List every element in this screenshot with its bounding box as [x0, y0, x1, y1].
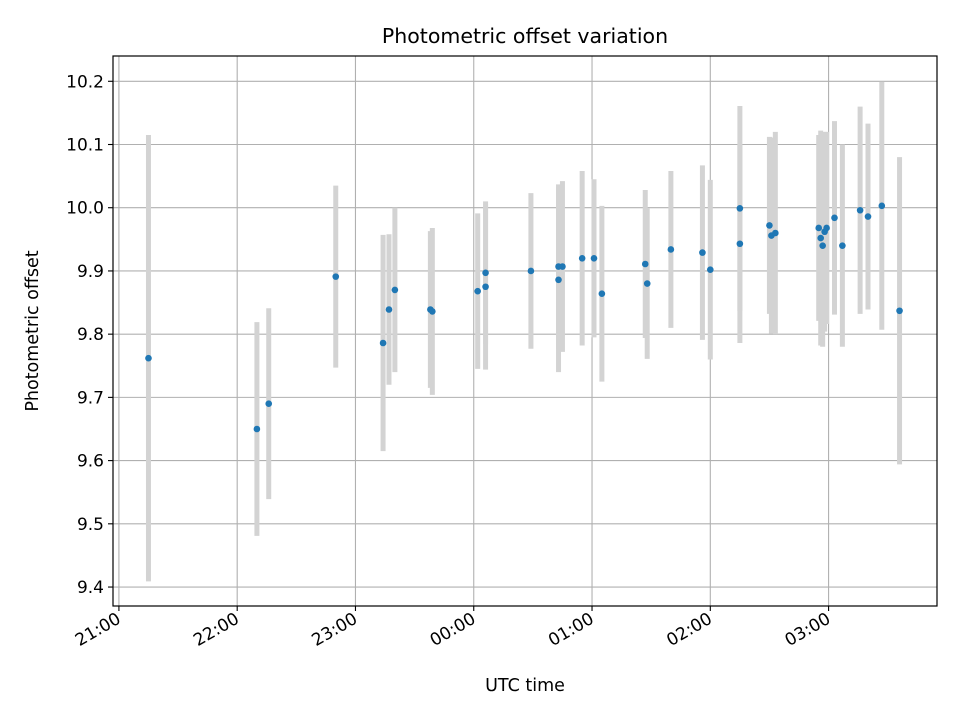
data-point	[598, 290, 606, 298]
data-point	[265, 400, 273, 408]
data-point	[699, 249, 706, 256]
y-tick-label: 10.0	[66, 199, 104, 219]
chart-title: Photometric offset variation	[382, 24, 668, 48]
data-point	[559, 263, 566, 270]
data-point	[590, 254, 598, 262]
data-point	[878, 202, 886, 210]
data-point	[815, 224, 823, 232]
y-tick-label: 10.2	[66, 72, 104, 92]
data-point	[819, 242, 826, 249]
data-point	[823, 224, 830, 232]
y-tick-label: 10.1	[66, 136, 104, 156]
data-point	[839, 242, 846, 249]
grid-lines	[113, 56, 937, 606]
x-axis-label: UTC time	[485, 676, 565, 696]
data-point	[667, 246, 675, 253]
data-point	[896, 307, 903, 315]
data-point	[856, 206, 864, 214]
y-tick-label: 9.8	[77, 325, 104, 345]
data-point	[482, 283, 489, 291]
data-point	[641, 260, 649, 268]
y-tick-label: 9.6	[77, 452, 104, 472]
data-point	[831, 214, 838, 222]
data-point	[474, 287, 481, 295]
data-point	[379, 339, 387, 347]
y-tick-label: 9.5	[77, 515, 104, 535]
data-points	[145, 202, 903, 433]
data-point	[578, 254, 586, 262]
data-point	[766, 222, 773, 229]
data-point	[772, 229, 779, 237]
data-point	[385, 306, 393, 313]
y-axis: 9.4 9.5 9.6 9.7 9.8 9.9 10.0 10.1 10.2	[66, 72, 113, 598]
data-point	[707, 266, 714, 273]
data-point	[643, 280, 651, 287]
data-point	[482, 269, 489, 277]
data-point	[391, 286, 399, 294]
data-point	[736, 205, 744, 212]
data-point	[527, 267, 535, 275]
data-point	[736, 240, 744, 248]
data-point	[864, 213, 872, 220]
data-point	[253, 425, 261, 433]
data-point	[145, 354, 152, 362]
data-point	[429, 308, 436, 315]
y-tick-label: 9.9	[77, 262, 104, 282]
plot-frame	[112, 55, 938, 607]
data-point	[817, 234, 824, 242]
y-tick-label: 9.4	[77, 578, 104, 598]
data-point	[555, 276, 562, 284]
data-point	[332, 273, 340, 280]
y-tick-label: 9.7	[77, 388, 104, 408]
y-axis-label: Photometric offset	[23, 250, 43, 411]
